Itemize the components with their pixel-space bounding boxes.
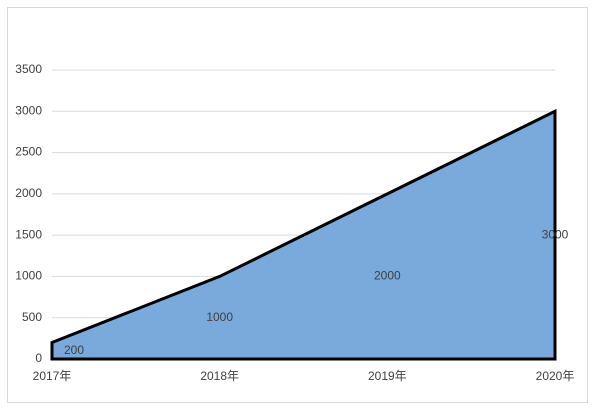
y-tick-label: 3500 <box>15 62 42 76</box>
y-tick-label: 500 <box>22 310 42 324</box>
data-label: 3000 <box>542 227 569 241</box>
x-tick-label: 2017年 <box>33 369 72 383</box>
y-tick-label: 1000 <box>15 269 42 283</box>
y-tick-label: 0 <box>35 351 42 365</box>
x-tick-label: 2019年 <box>368 369 407 383</box>
x-tick-label: 2018年 <box>200 369 239 383</box>
data-label: 2000 <box>374 269 401 283</box>
area <box>50 108 557 361</box>
y-tick-label: 2500 <box>15 145 42 159</box>
x-tick-label: 2020年 <box>536 369 575 383</box>
data-label: 1000 <box>206 310 233 324</box>
data-label: 200 <box>64 343 84 357</box>
y-tick-label: 3000 <box>15 103 42 117</box>
y-tick-label: 2000 <box>15 186 42 200</box>
y-tick-label: 1500 <box>15 227 42 241</box>
